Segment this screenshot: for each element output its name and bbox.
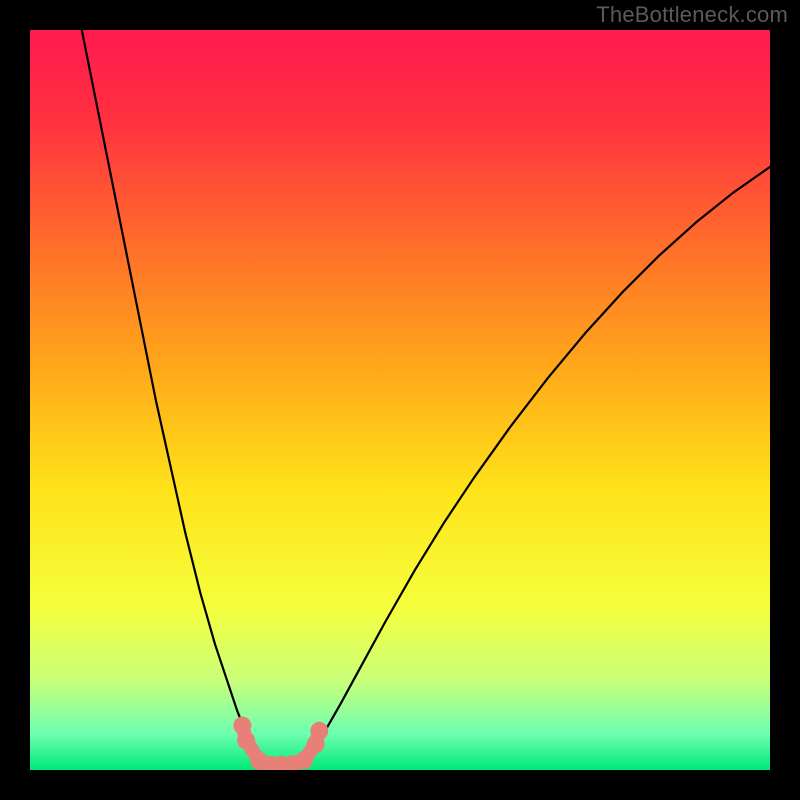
marker-dot [310,722,328,740]
chart-svg [30,30,770,770]
watermark-text: TheBottleneck.com [596,2,788,28]
marker-dot [237,731,255,749]
gradient-background [30,30,770,770]
marker-dot [295,751,313,769]
stage: TheBottleneck.com [0,0,800,800]
bottleneck-chart [30,30,770,770]
